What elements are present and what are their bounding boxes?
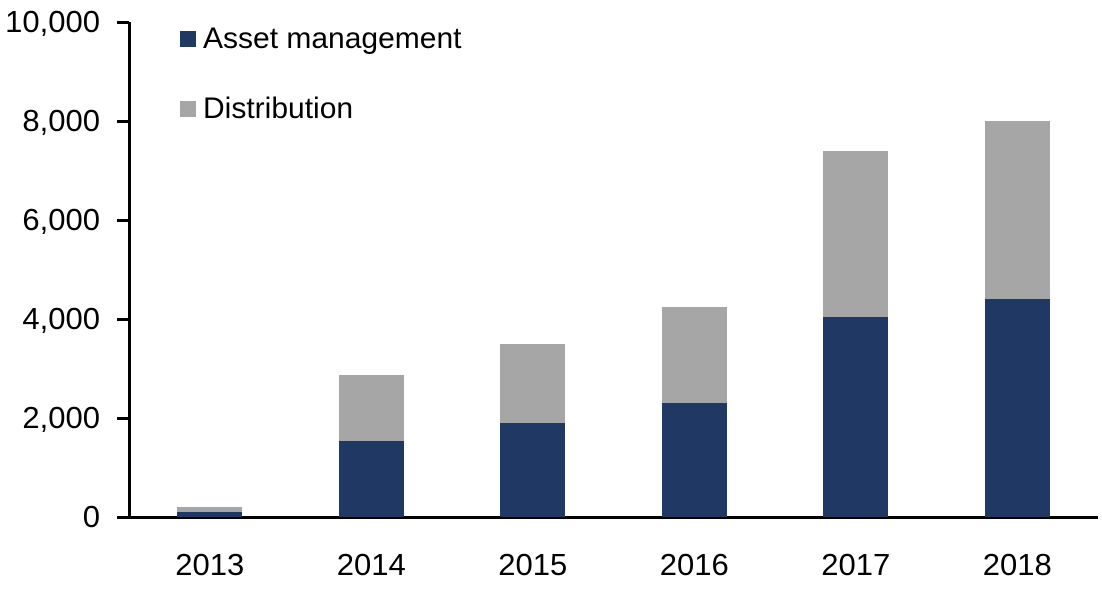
x-axis-label-2016: 2016 <box>659 547 729 582</box>
legend-item-distribution: Distribution <box>180 92 461 126</box>
bar-2016-distribution <box>661 306 727 404</box>
legend-item-asset-management: Asset management <box>180 22 461 56</box>
bar-2014-asset-management <box>338 441 404 517</box>
y-axis-label-2000: 2,000 <box>22 400 100 435</box>
distribution-swatch-icon <box>180 101 196 117</box>
asset-management-swatch-icon <box>180 31 196 47</box>
y-axis-line <box>128 22 131 517</box>
x-axis-label-2014: 2014 <box>336 547 406 582</box>
bar-2018-distribution <box>984 121 1050 300</box>
y-axis-label-6000: 6,000 <box>22 202 100 237</box>
bar-2016-asset-management <box>661 403 727 517</box>
bar-2017-asset-management <box>823 316 889 517</box>
x-axis-line <box>117 516 1098 519</box>
x-axis-label-2017: 2017 <box>821 547 891 582</box>
y-axis-label-0: 0 <box>82 499 100 534</box>
bar-2013-distribution <box>177 507 243 513</box>
y-axis-tick-2000 <box>117 416 129 420</box>
y-axis-tick-8000 <box>117 119 129 123</box>
y-axis-tick-6000 <box>117 218 129 222</box>
chart-legend: Asset management Distribution <box>180 22 461 162</box>
y-axis-tick-4000 <box>117 317 129 321</box>
legend-label-asset-management: Asset management <box>203 22 462 55</box>
legend-label-distribution: Distribution <box>203 92 354 125</box>
y-axis-label-4000: 4,000 <box>22 301 100 336</box>
y-axis-label-8000: 8,000 <box>22 103 100 138</box>
bar-2013-asset-management <box>177 512 243 517</box>
bar-2015-distribution <box>500 343 566 423</box>
x-axis-label-2015: 2015 <box>498 547 568 582</box>
bar-2017-distribution <box>823 150 889 317</box>
x-axis-label-2018: 2018 <box>982 547 1052 582</box>
y-axis-tick-10000 <box>117 20 129 24</box>
bar-2018-asset-management <box>984 299 1050 517</box>
bar-2014-distribution <box>338 375 404 442</box>
y-axis-label-10000: 10,000 <box>5 4 100 39</box>
x-axis-label-2013: 2013 <box>175 547 245 582</box>
bar-2015-asset-management <box>500 422 566 517</box>
